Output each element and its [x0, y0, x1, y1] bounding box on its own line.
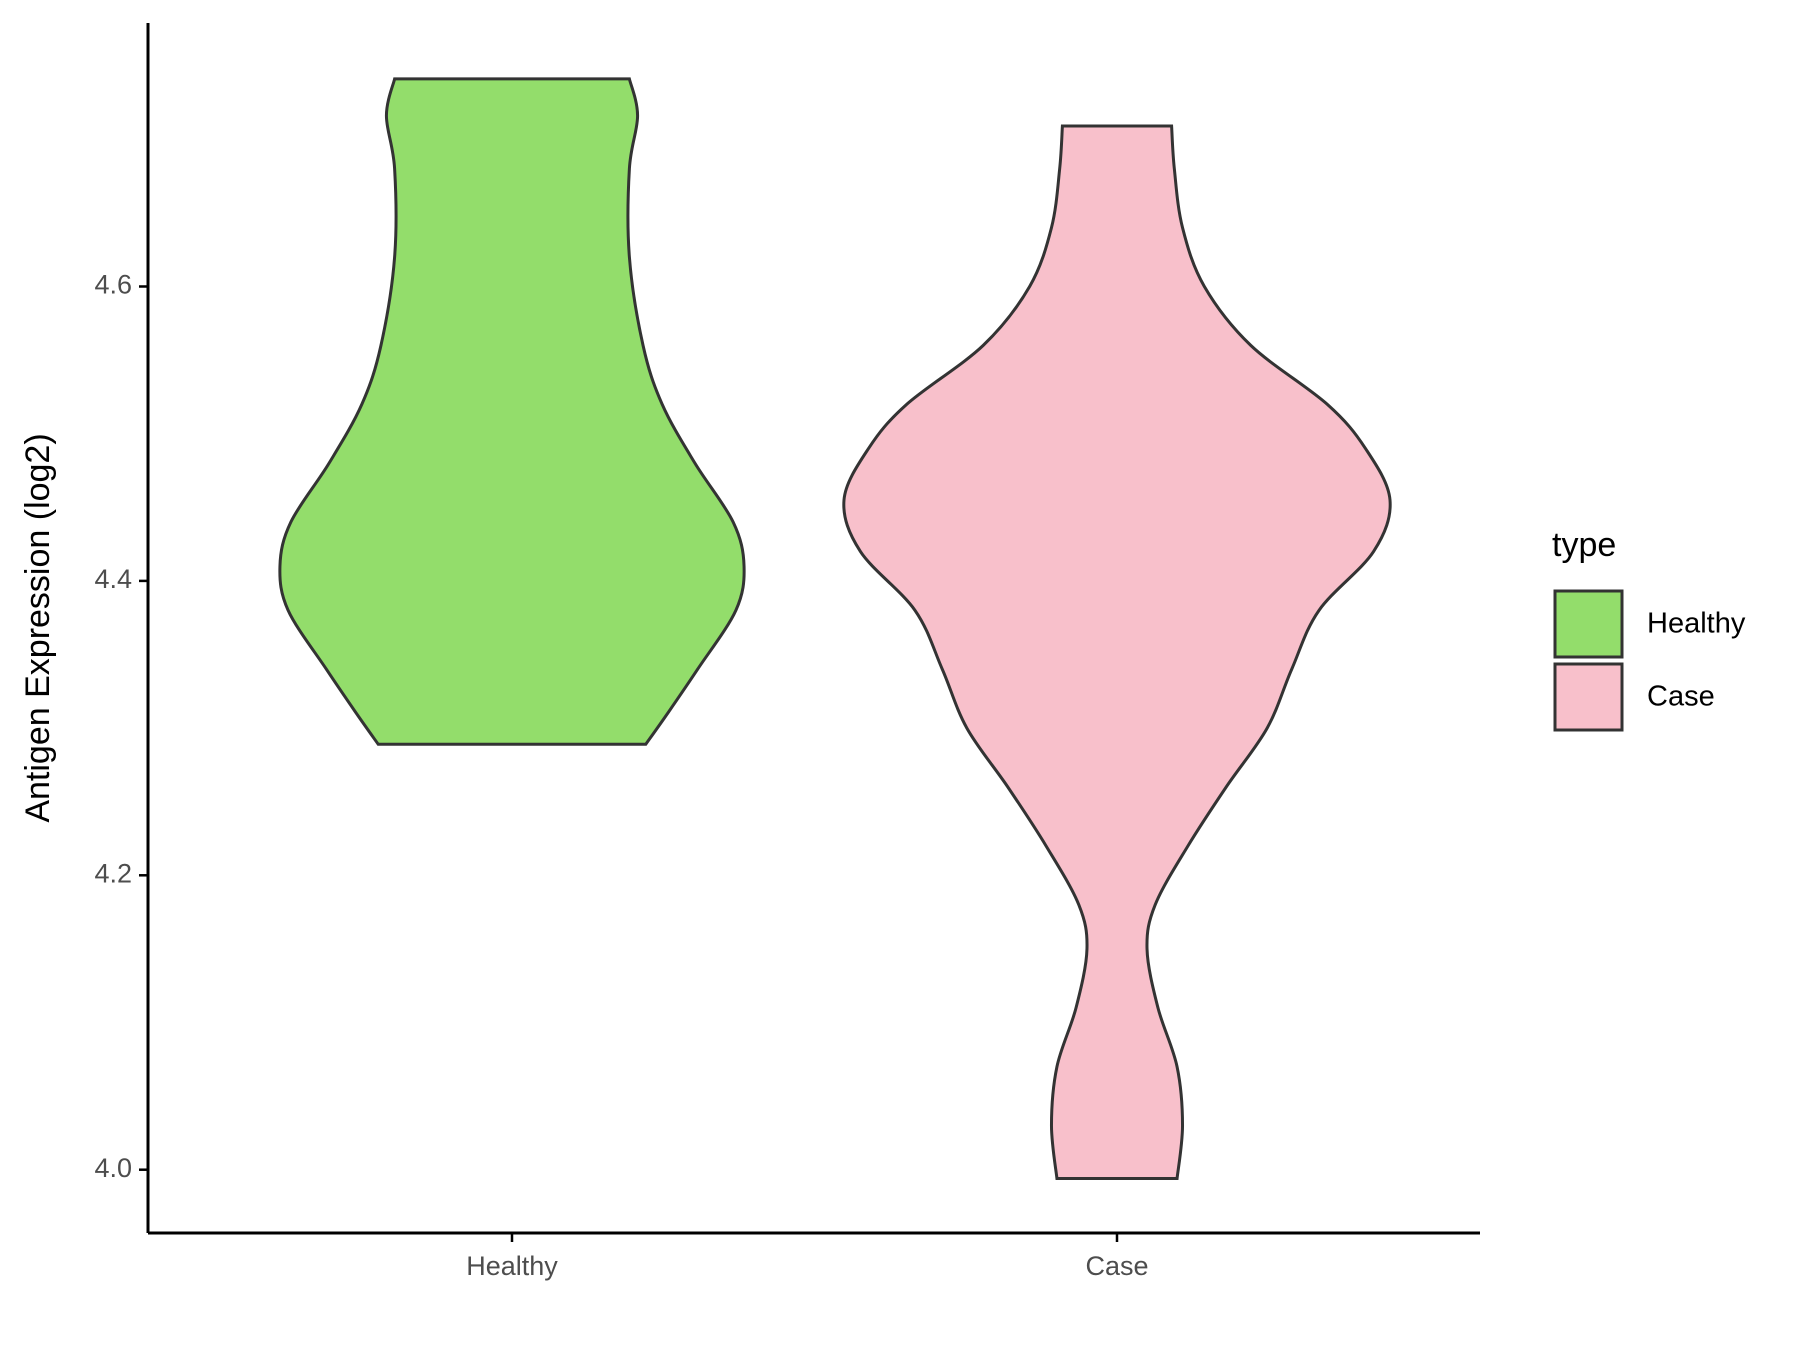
y-tick-label: 4.6: [94, 270, 132, 300]
y-axis-label: Antigen Expression (log2): [19, 433, 57, 822]
x-tick-label: Case: [1085, 1251, 1148, 1281]
y-tick-label: 4.2: [94, 858, 132, 888]
legend-key: [1553, 662, 1624, 732]
y-tick-label: 4.0: [94, 1153, 132, 1183]
legend-label: Healthy: [1647, 608, 1746, 640]
violin: [278, 77, 746, 746]
x-tick-label: Healthy: [466, 1251, 558, 1281]
legend-title: type: [1552, 526, 1616, 564]
y-tick-label: 4.4: [94, 564, 132, 594]
violin: [842, 124, 1392, 1181]
legend-key: [1553, 589, 1624, 659]
legend-label: Case: [1647, 681, 1715, 713]
